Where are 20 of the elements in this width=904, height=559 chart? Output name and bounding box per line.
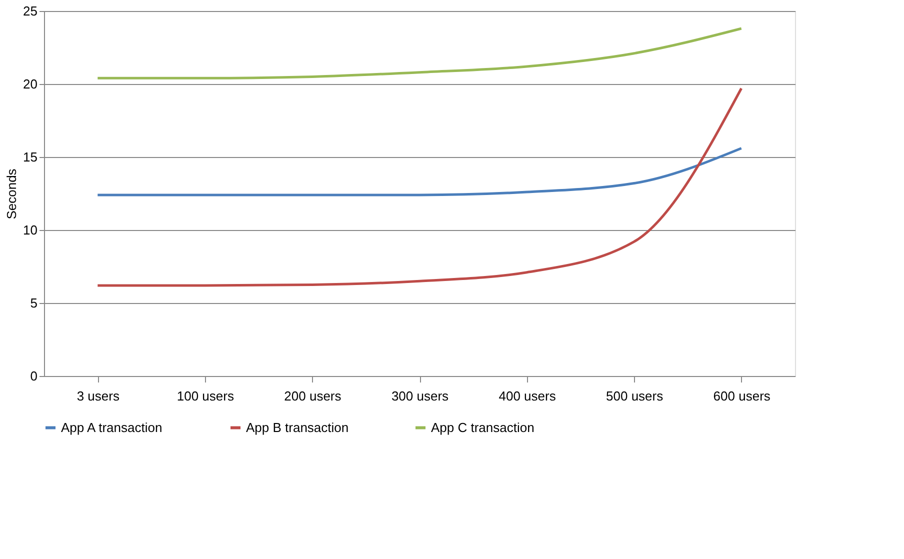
x-tick-label: 300 users	[391, 388, 450, 404]
line-series	[96, 146, 743, 196]
x-tick-label: 500 users	[606, 388, 664, 404]
x-tick-label: 400 users	[498, 388, 556, 404]
x-tick-label: 100 users	[176, 388, 234, 404]
y-tick-label: 15	[23, 150, 38, 164]
x-tick-label: 3 users	[76, 388, 120, 404]
y-tick-label: 5	[30, 296, 38, 310]
y-tick-label: 20	[23, 76, 38, 92]
y-tick-label: 25	[23, 4, 38, 18]
y-axis-title: Seconds	[4, 168, 20, 220]
legend-label: App B transaction	[246, 420, 349, 435]
legend-label: App C transaction	[431, 420, 534, 435]
legend-label: App A transaction	[61, 420, 162, 435]
line-series	[96, 87, 743, 287]
line-series	[96, 27, 743, 80]
x-tick-label: 600 users	[713, 388, 771, 404]
y-tick-label: 10	[23, 222, 38, 238]
x-tick-label: 200 users	[284, 388, 342, 404]
y-tick-label: 0	[30, 368, 38, 384]
